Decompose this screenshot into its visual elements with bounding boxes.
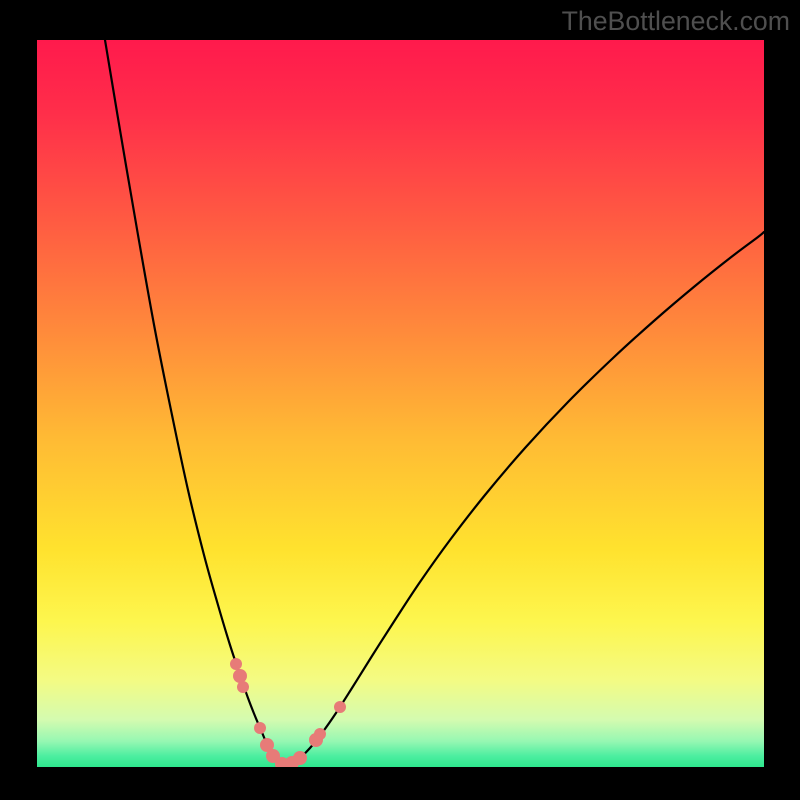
data-marker [314, 728, 326, 740]
chart-svg [0, 0, 800, 800]
chart-container: TheBottleneck.com [0, 0, 800, 800]
data-marker [254, 722, 266, 734]
data-marker [230, 658, 242, 670]
data-marker [233, 669, 247, 683]
plot-area-gradient [37, 40, 764, 767]
data-marker [293, 751, 307, 765]
watermark-text: TheBottleneck.com [562, 6, 790, 37]
data-marker [237, 681, 249, 693]
data-marker [334, 701, 346, 713]
